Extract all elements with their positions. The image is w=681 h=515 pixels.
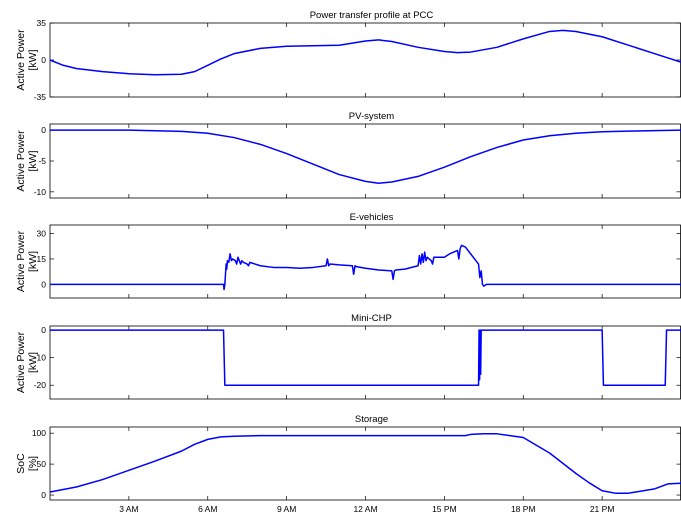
series-line bbox=[50, 129, 681, 184]
chart-panel-2: PV-system Active Power[kW]0 -5 -10 bbox=[15, 111, 681, 199]
chart-title: Power transfer profile at PCC bbox=[310, 10, 434, 21]
series-line bbox=[50, 329, 681, 386]
y-tick-label: 15 bbox=[37, 254, 47, 264]
chart-title: E-vehicles bbox=[350, 212, 394, 223]
y-axis-label: Active Power[kW] bbox=[15, 29, 39, 91]
y-tick-label: 0 bbox=[41, 125, 46, 135]
y-tick-label: 0 bbox=[41, 55, 46, 65]
y-tick-label: -20 bbox=[34, 380, 47, 390]
y-tick-label: 100 bbox=[32, 428, 46, 438]
plot-frame bbox=[49, 224, 681, 299]
y-tick-label: -5 bbox=[38, 156, 46, 166]
y-tick-label: 0 bbox=[41, 490, 46, 500]
x-tick-label: 21 PM bbox=[590, 504, 615, 514]
chart-panel-1: Power transfer profile at PCC Active Powe… bbox=[15, 10, 681, 102]
y-tick-label: 0 bbox=[41, 325, 46, 335]
plot-frame bbox=[49, 325, 681, 400]
series-line bbox=[50, 244, 681, 291]
chart-title: Mini-CHP bbox=[351, 313, 392, 324]
chart-panel-4: Mini-CHP Active Power[kW]0 -10 -20 bbox=[15, 313, 681, 400]
chart-panel-5: Storage SoC[%] 100 50 0 3 AM 6 AM 9 AM 12 AM 15 P… bbox=[15, 414, 681, 514]
y-tick-label: 50 bbox=[37, 459, 47, 469]
chart-title: Storage bbox=[355, 414, 388, 425]
series-line bbox=[49, 29, 681, 76]
y-tick-label: 35 bbox=[37, 18, 47, 28]
chart-panel-3: E-vehicles Active Power[kW]30 15 0 bbox=[15, 212, 681, 299]
y-tick-label: -35 bbox=[34, 92, 47, 102]
y-tick-label: 0 bbox=[41, 279, 46, 289]
y-tick-label: 30 bbox=[37, 228, 47, 238]
chart-title: PV-system bbox=[349, 111, 394, 122]
y-axis-label: Active Power[kW] bbox=[15, 331, 39, 393]
y-tick-label: -10 bbox=[34, 187, 47, 197]
y-axis-label: Active Power[kW] bbox=[15, 230, 39, 292]
y-axis-label: SoC[%] bbox=[15, 453, 39, 474]
x-tick-label: 12 AM bbox=[353, 504, 377, 514]
x-tick-label: 18 PM bbox=[511, 504, 536, 514]
plot-frame bbox=[49, 426, 681, 501]
x-tick-label: 15 PM bbox=[432, 504, 457, 514]
y-tick-label: -10 bbox=[34, 353, 47, 363]
plot-frame bbox=[49, 123, 681, 199]
x-tick-label: 3 AM bbox=[119, 504, 138, 514]
x-tick-label: 6 AM bbox=[198, 504, 217, 514]
series-line bbox=[49, 433, 681, 494]
x-tick-label: 9 AM bbox=[277, 504, 296, 514]
y-axis-label: Active Power[kW] bbox=[15, 130, 39, 192]
